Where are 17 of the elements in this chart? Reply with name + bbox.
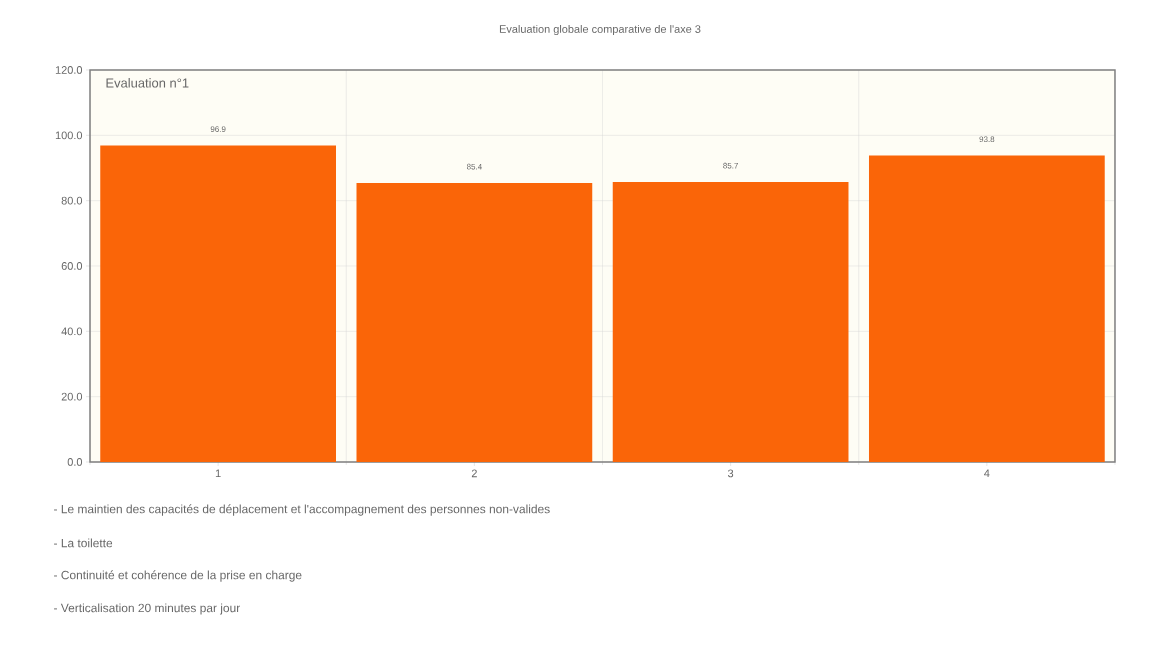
text: Evaluation n°1 [106,78,189,88]
text: - La toilette [54,538,113,548]
x-tick-label: 4 [984,469,990,478]
text: - Verticalisation 20 minutes par jour [54,603,241,615]
x-tick-label: 3 [727,469,734,478]
y-tick-label: 40.0 [61,327,83,336]
y-tick-label: 100.0 [55,131,83,140]
y-tick-label: 20.0 [61,392,83,401]
y-tick-label: 80.0 [61,196,83,205]
x-tick-label: 1 [215,469,221,478]
y-tick-label: 0.0 [67,458,83,466]
chart-title: Evaluation globale comparative de l'axe 3 [499,24,701,36]
y-tick-label: 120.0 [55,66,83,74]
text: - Le maintien des capacités de déplacement et l'accompagnement des personnes non-valides [54,504,550,516]
y-tick-label: 60.0 [61,262,83,270]
text: - Continuité et cohérence de la prise en charge [54,570,302,582]
x-tick-label: 2 [471,469,477,478]
